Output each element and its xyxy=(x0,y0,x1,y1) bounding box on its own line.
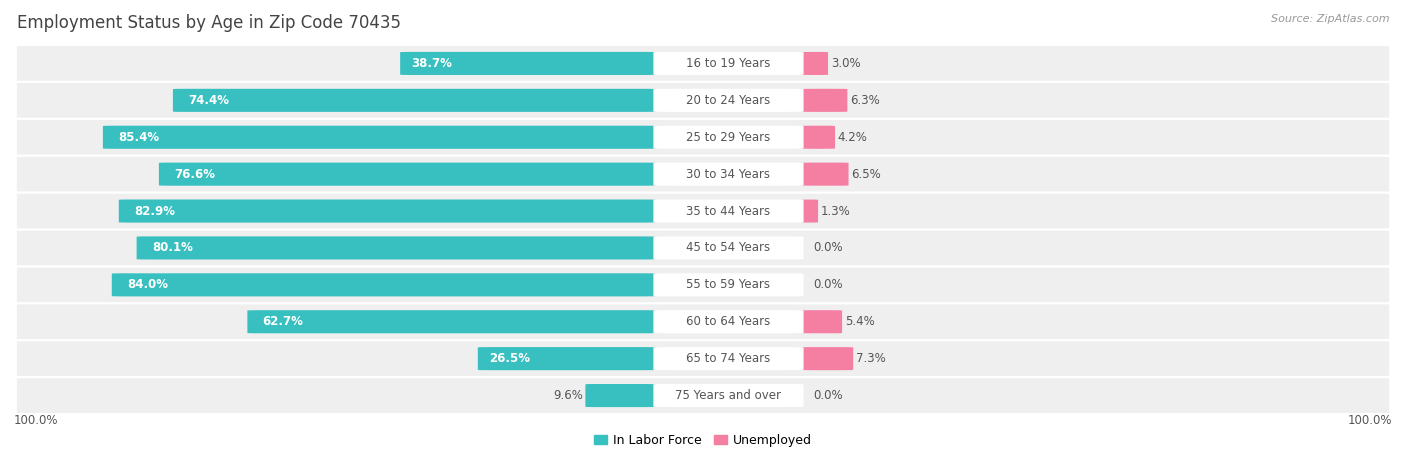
FancyBboxPatch shape xyxy=(803,162,849,186)
Text: 9.6%: 9.6% xyxy=(553,389,582,402)
FancyBboxPatch shape xyxy=(17,267,1389,302)
Text: 25 to 29 Years: 25 to 29 Years xyxy=(686,131,770,144)
Text: 4.2%: 4.2% xyxy=(838,131,868,144)
FancyBboxPatch shape xyxy=(803,199,818,223)
Text: 5.4%: 5.4% xyxy=(845,315,875,328)
FancyBboxPatch shape xyxy=(17,46,1389,81)
Text: 1.3%: 1.3% xyxy=(821,205,851,217)
Text: 0.0%: 0.0% xyxy=(813,242,842,254)
Text: 62.7%: 62.7% xyxy=(263,315,304,328)
Text: 100.0%: 100.0% xyxy=(1347,414,1392,427)
Text: 82.9%: 82.9% xyxy=(134,205,174,217)
FancyBboxPatch shape xyxy=(654,273,804,297)
Text: 26.5%: 26.5% xyxy=(489,352,530,365)
FancyBboxPatch shape xyxy=(17,194,1389,229)
Text: 84.0%: 84.0% xyxy=(127,279,167,291)
Text: 38.7%: 38.7% xyxy=(411,57,453,70)
Text: 7.3%: 7.3% xyxy=(856,352,886,365)
FancyBboxPatch shape xyxy=(585,384,655,407)
Text: 35 to 44 Years: 35 to 44 Years xyxy=(686,205,770,217)
Text: 100.0%: 100.0% xyxy=(14,414,59,427)
FancyBboxPatch shape xyxy=(17,304,1389,339)
Text: 3.0%: 3.0% xyxy=(831,57,860,70)
Legend: In Labor Force, Unemployed: In Labor Force, Unemployed xyxy=(589,429,817,450)
FancyBboxPatch shape xyxy=(803,126,835,149)
FancyBboxPatch shape xyxy=(17,157,1389,192)
Text: 76.6%: 76.6% xyxy=(174,168,215,180)
FancyBboxPatch shape xyxy=(103,126,655,149)
FancyBboxPatch shape xyxy=(17,83,1389,118)
FancyBboxPatch shape xyxy=(247,310,655,333)
FancyBboxPatch shape xyxy=(803,310,842,333)
FancyBboxPatch shape xyxy=(654,126,804,149)
FancyBboxPatch shape xyxy=(118,199,655,223)
Text: 60 to 64 Years: 60 to 64 Years xyxy=(686,315,770,328)
Text: 16 to 19 Years: 16 to 19 Years xyxy=(686,57,770,70)
Text: 0.0%: 0.0% xyxy=(813,279,842,291)
FancyBboxPatch shape xyxy=(654,52,804,75)
FancyBboxPatch shape xyxy=(803,347,853,370)
Text: 30 to 34 Years: 30 to 34 Years xyxy=(686,168,770,180)
Text: 0.0%: 0.0% xyxy=(813,389,842,402)
FancyBboxPatch shape xyxy=(401,52,655,75)
FancyBboxPatch shape xyxy=(17,120,1389,155)
FancyBboxPatch shape xyxy=(654,236,804,260)
Text: 45 to 54 Years: 45 to 54 Years xyxy=(686,242,770,254)
FancyBboxPatch shape xyxy=(17,230,1389,266)
Text: 75 Years and over: 75 Years and over xyxy=(675,389,782,402)
FancyBboxPatch shape xyxy=(159,162,655,186)
Text: 65 to 74 Years: 65 to 74 Years xyxy=(686,352,770,365)
FancyBboxPatch shape xyxy=(654,89,804,112)
FancyBboxPatch shape xyxy=(654,310,804,333)
Text: Source: ZipAtlas.com: Source: ZipAtlas.com xyxy=(1271,14,1389,23)
FancyBboxPatch shape xyxy=(173,89,655,112)
Text: 74.4%: 74.4% xyxy=(188,94,229,107)
FancyBboxPatch shape xyxy=(654,347,804,370)
FancyBboxPatch shape xyxy=(654,199,804,223)
FancyBboxPatch shape xyxy=(136,236,655,260)
Text: 6.3%: 6.3% xyxy=(851,94,880,107)
FancyBboxPatch shape xyxy=(654,384,804,407)
FancyBboxPatch shape xyxy=(803,52,828,75)
FancyBboxPatch shape xyxy=(17,341,1389,376)
Text: Employment Status by Age in Zip Code 70435: Employment Status by Age in Zip Code 704… xyxy=(17,14,401,32)
Text: 20 to 24 Years: 20 to 24 Years xyxy=(686,94,770,107)
FancyBboxPatch shape xyxy=(112,273,655,297)
FancyBboxPatch shape xyxy=(803,89,848,112)
Text: 80.1%: 80.1% xyxy=(152,242,193,254)
Text: 85.4%: 85.4% xyxy=(118,131,159,144)
FancyBboxPatch shape xyxy=(654,162,804,186)
Text: 55 to 59 Years: 55 to 59 Years xyxy=(686,279,770,291)
FancyBboxPatch shape xyxy=(478,347,655,370)
FancyBboxPatch shape xyxy=(17,378,1389,413)
Text: 6.5%: 6.5% xyxy=(851,168,882,180)
